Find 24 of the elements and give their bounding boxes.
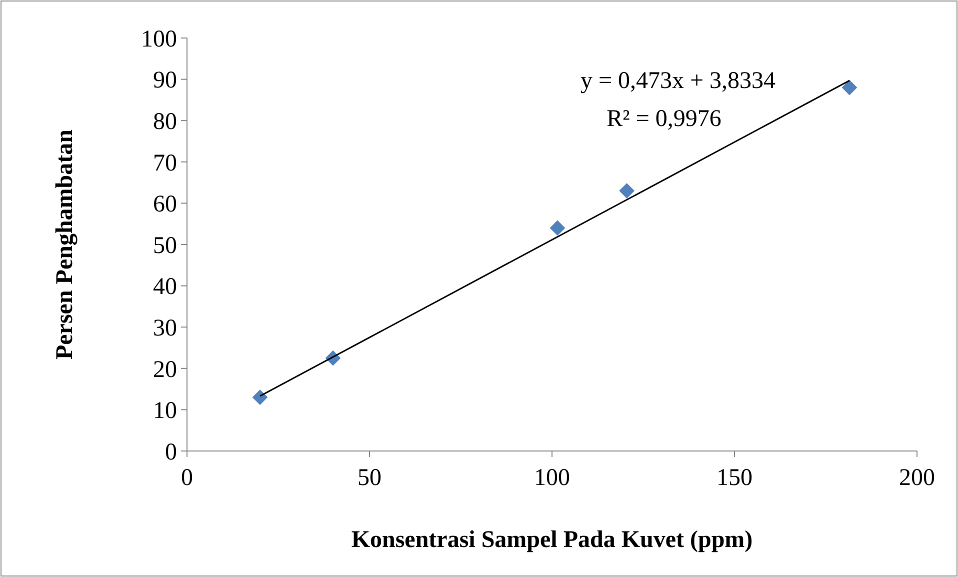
point	[842, 80, 858, 96]
y-tick-label: 70	[153, 150, 177, 176]
x-tick-label: 50	[358, 465, 382, 491]
y-tick-label: 20	[153, 356, 177, 383]
x-tick-label: 0	[181, 465, 193, 491]
point	[252, 390, 268, 405]
y-tick-label: 60	[153, 192, 177, 218]
y-tick-label: 100	[141, 26, 177, 52]
y-tick-label: 0	[165, 439, 177, 466]
y-tick-label: 40	[153, 274, 177, 300]
y-tick-label: 30	[153, 316, 177, 342]
annotation: R² = 0,9976	[606, 106, 722, 132]
y-axis-title: Persen Penghambatan	[52, 130, 78, 360]
y-tick-label: 90	[153, 68, 177, 94]
x-axis-title: Konsentrasi Sampel Pada Kuvet (ppm)	[351, 527, 753, 553]
annotation: y = 0,473x + 3,8334	[580, 68, 776, 94]
x-tick-label: 100	[534, 465, 570, 491]
y-tick-label: 50	[153, 232, 177, 259]
x-tick-label: 200	[899, 465, 935, 491]
point	[619, 183, 634, 198]
y-tick-label: 10	[153, 398, 177, 424]
y-tick-label: 80	[153, 109, 177, 135]
x-tick-label: 150	[716, 465, 752, 491]
point	[550, 220, 566, 236]
